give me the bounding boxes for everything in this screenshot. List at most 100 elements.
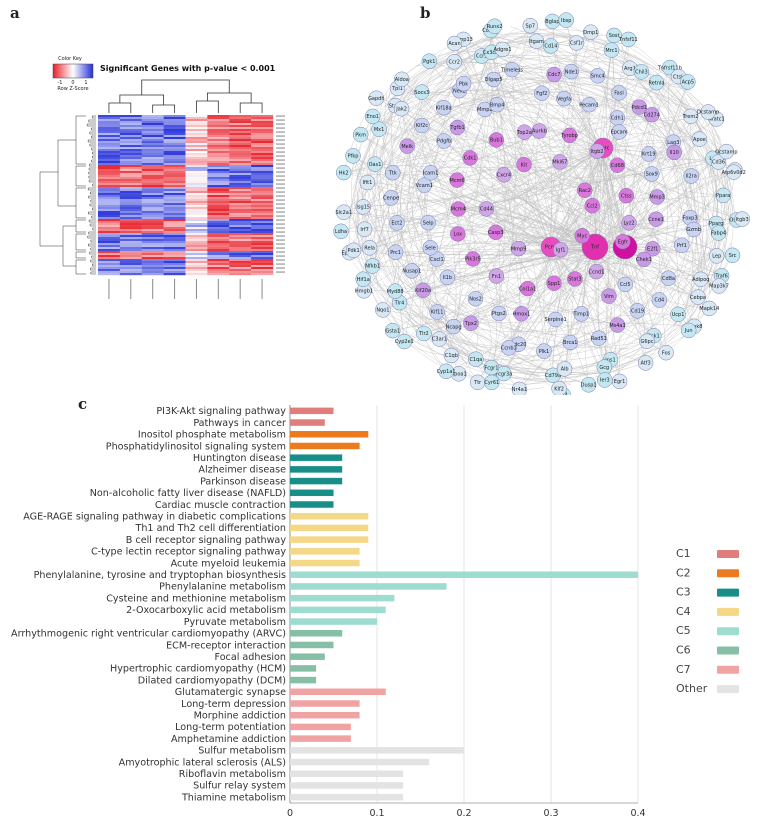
dendrogram-branch	[75, 219, 86, 233]
gene-node: Lyz2	[621, 215, 637, 231]
network-edge	[594, 50, 616, 248]
dendrogram-branch	[88, 195, 96, 199]
gene-label: Col1a1	[519, 286, 536, 292]
gene-label: Chil3	[635, 70, 648, 76]
gene-label: Fcgr3a	[495, 371, 512, 377]
bar	[290, 688, 386, 696]
network-edge	[456, 92, 620, 181]
heatmap-cell	[185, 175, 208, 178]
heatmap-cell	[251, 229, 274, 232]
heatmap-cell	[141, 183, 164, 186]
gene-node: Cd19	[629, 303, 646, 319]
gene-node: Timp1	[573, 306, 589, 322]
gene-label: Ttr	[473, 380, 482, 386]
gene-label: Tgfb1	[449, 125, 464, 131]
category-label: Dilated cardiomyopathy (DCM)	[138, 675, 286, 686]
heatmap-cell	[229, 195, 252, 198]
gene-node: G6pc	[639, 333, 655, 349]
gene-node: Lox	[450, 226, 466, 242]
heatmap-cell	[141, 195, 164, 198]
heatmap-cell	[207, 235, 230, 238]
heatmap-cell	[185, 191, 208, 194]
heatmap-cell	[229, 119, 252, 122]
heatmap-cell	[141, 169, 164, 172]
gene-label: Kit	[521, 162, 528, 168]
heatmap-cell	[185, 251, 208, 254]
gene-node: Stat3	[567, 271, 583, 287]
heatmap-cell	[98, 233, 121, 236]
heatmap-cell	[98, 137, 121, 140]
heatmap-cell	[229, 135, 252, 138]
heatmap-cell	[119, 155, 142, 158]
heatmap-cell	[207, 219, 230, 222]
heatmap-cell	[163, 247, 186, 250]
heatmap-cell	[185, 253, 208, 256]
heatmap-cell	[185, 121, 208, 124]
gene-label: Hmox1	[513, 312, 531, 318]
gene-node: Tnfsf11	[618, 31, 638, 48]
gene-label: Adgre1	[494, 47, 512, 53]
network-edge	[409, 52, 572, 386]
chart-legend: C1 C2 C3 C4 C5 C6 C7 Other	[676, 547, 739, 695]
heatmap-cell	[141, 237, 164, 240]
heatmap-cell	[207, 223, 230, 226]
heatmap-cell	[207, 149, 230, 152]
heatmap-cell	[141, 257, 164, 260]
heatmap-cell	[251, 115, 274, 118]
heatmap-cell	[141, 223, 164, 226]
heatmap-cell	[251, 117, 274, 120]
heatmap-cell	[251, 131, 274, 134]
network-edge	[490, 30, 552, 248]
heatmap-cell	[163, 273, 186, 276]
gene-label: Eno1	[366, 114, 379, 120]
dendrogram-branch	[87, 139, 96, 143]
gene-label: Pbk	[459, 81, 468, 87]
heatmap-cell	[98, 181, 121, 184]
gene-label: Nde1	[565, 69, 578, 75]
gene-label: E2f1	[647, 247, 658, 253]
heatmap-cell	[229, 137, 252, 140]
gene-label: Mmp9	[511, 246, 527, 252]
chart-bars	[290, 407, 638, 801]
gene-node: Slc2a1	[335, 204, 352, 220]
dendrogram-branch	[92, 227, 96, 231]
heatmap-cell	[141, 135, 164, 138]
heatmap-cell	[119, 135, 142, 138]
gene-node: Ccnd1	[589, 263, 604, 280]
heatmap-cell	[163, 251, 186, 254]
gene-node: Acp5	[680, 74, 696, 90]
gene-label: Cxcl1	[430, 257, 444, 263]
heatmap-cell	[98, 231, 121, 234]
heatmap-cell	[251, 231, 274, 234]
gene-node: Tgfb1	[449, 119, 466, 136]
heatmap-cell	[185, 171, 208, 174]
gene-node: Adgre1	[494, 41, 512, 58]
heatmap-cell	[251, 203, 274, 206]
heatmap-cell	[229, 147, 252, 150]
heatmap-cell	[163, 173, 186, 176]
heatmap-cell	[141, 175, 164, 178]
gene-node: Atp6v0d2	[722, 164, 746, 180]
gene-node: Kif18a	[436, 99, 452, 116]
network-edge	[570, 259, 645, 343]
heatmap-cell	[98, 221, 121, 224]
gene-node: Igf1	[552, 242, 569, 258]
heatmap-cell	[119, 167, 142, 170]
gene-label: Trem2	[682, 114, 698, 120]
network-edge	[368, 278, 609, 370]
heatmap-cell	[185, 267, 208, 270]
network-edge	[543, 246, 561, 352]
heatmap-cell	[229, 247, 252, 250]
heatmap-cell	[251, 175, 274, 178]
heatmap-cell	[251, 227, 274, 230]
heatmap-cell	[251, 213, 274, 216]
chart-x-axis: 0 0.1 0.2 0.3 0.4	[287, 808, 646, 819]
heatmap-cell	[119, 245, 142, 248]
heatmap-cell	[185, 259, 208, 262]
heatmap-cell	[185, 187, 208, 190]
network-edge	[624, 138, 700, 248]
gene-node: Acan	[446, 35, 463, 52]
heatmap-cell	[229, 273, 252, 276]
gene-label: Brca1	[563, 340, 577, 346]
category-label: Amphetamine addiction	[171, 734, 286, 745]
